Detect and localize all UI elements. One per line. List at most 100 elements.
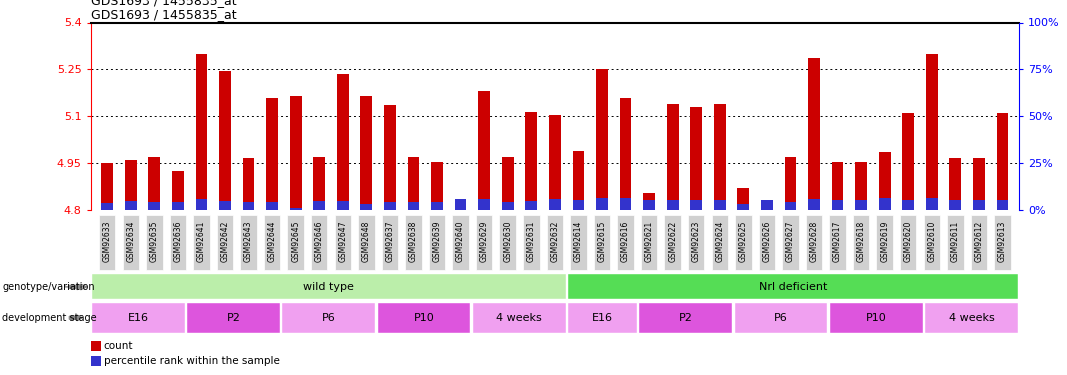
Text: GSM92623: GSM92623 bbox=[691, 221, 701, 262]
Text: Nrl deficient: Nrl deficient bbox=[759, 282, 827, 292]
Text: GSM92611: GSM92611 bbox=[951, 221, 960, 262]
Bar bbox=[125, 160, 137, 210]
Text: P2: P2 bbox=[679, 313, 692, 323]
Bar bbox=[290, 207, 302, 210]
Bar bbox=[714, 200, 726, 210]
FancyBboxPatch shape bbox=[853, 215, 870, 270]
Bar bbox=[973, 200, 985, 210]
Bar bbox=[573, 200, 585, 210]
Bar bbox=[267, 98, 278, 210]
Text: GSM92643: GSM92643 bbox=[244, 221, 253, 262]
FancyBboxPatch shape bbox=[568, 274, 1018, 300]
Bar bbox=[926, 54, 938, 210]
Bar bbox=[903, 200, 914, 210]
Bar bbox=[737, 204, 749, 210]
FancyBboxPatch shape bbox=[359, 215, 375, 270]
Bar bbox=[950, 159, 961, 210]
FancyBboxPatch shape bbox=[405, 215, 421, 270]
Bar bbox=[525, 201, 537, 210]
Bar bbox=[290, 96, 302, 210]
Text: P2: P2 bbox=[226, 313, 240, 323]
Text: GSM92648: GSM92648 bbox=[362, 221, 371, 262]
Bar bbox=[737, 188, 749, 210]
FancyBboxPatch shape bbox=[688, 215, 704, 270]
Text: P6: P6 bbox=[774, 313, 787, 323]
Bar bbox=[478, 91, 490, 210]
Text: GSM92647: GSM92647 bbox=[338, 221, 347, 262]
Text: GSM92612: GSM92612 bbox=[974, 221, 984, 262]
Text: GSM92618: GSM92618 bbox=[857, 221, 865, 262]
Text: GSM92621: GSM92621 bbox=[644, 221, 654, 262]
Text: GSM92636: GSM92636 bbox=[173, 221, 182, 262]
Bar bbox=[384, 105, 396, 210]
FancyBboxPatch shape bbox=[523, 215, 540, 270]
FancyBboxPatch shape bbox=[806, 215, 823, 270]
Bar bbox=[314, 157, 325, 210]
FancyBboxPatch shape bbox=[641, 215, 657, 270]
Bar bbox=[808, 199, 819, 210]
Text: GSM92625: GSM92625 bbox=[738, 221, 748, 262]
Bar bbox=[314, 201, 325, 210]
Bar bbox=[831, 162, 843, 210]
Bar bbox=[667, 104, 679, 210]
Bar bbox=[478, 199, 490, 210]
Bar bbox=[195, 54, 207, 210]
FancyBboxPatch shape bbox=[759, 215, 775, 270]
FancyBboxPatch shape bbox=[283, 303, 376, 333]
Bar bbox=[408, 157, 419, 210]
Bar bbox=[242, 202, 254, 210]
Bar bbox=[879, 152, 891, 210]
Text: GSM92628: GSM92628 bbox=[810, 221, 818, 262]
Bar bbox=[431, 162, 443, 210]
FancyBboxPatch shape bbox=[123, 215, 139, 270]
Bar bbox=[856, 162, 867, 210]
Text: GSM92638: GSM92638 bbox=[409, 221, 418, 262]
FancyBboxPatch shape bbox=[639, 303, 732, 333]
FancyBboxPatch shape bbox=[665, 215, 681, 270]
Bar bbox=[195, 199, 207, 210]
FancyBboxPatch shape bbox=[92, 303, 185, 333]
Bar bbox=[667, 200, 679, 210]
FancyBboxPatch shape bbox=[546, 215, 563, 270]
Bar bbox=[501, 157, 513, 210]
FancyBboxPatch shape bbox=[570, 215, 587, 270]
FancyBboxPatch shape bbox=[499, 215, 516, 270]
Bar bbox=[408, 202, 419, 210]
Text: 4 weeks: 4 weeks bbox=[949, 313, 994, 323]
Text: GSM92613: GSM92613 bbox=[998, 221, 1007, 262]
Bar bbox=[548, 199, 561, 210]
FancyBboxPatch shape bbox=[618, 215, 634, 270]
Bar bbox=[784, 157, 796, 210]
Text: GSM92610: GSM92610 bbox=[927, 221, 937, 262]
Bar bbox=[903, 113, 914, 210]
Bar bbox=[525, 112, 537, 210]
Bar bbox=[548, 115, 561, 210]
Bar bbox=[620, 198, 632, 210]
Bar bbox=[101, 163, 113, 210]
FancyBboxPatch shape bbox=[99, 215, 115, 270]
FancyBboxPatch shape bbox=[452, 215, 468, 270]
FancyBboxPatch shape bbox=[924, 215, 940, 270]
Bar bbox=[455, 199, 466, 210]
Bar bbox=[337, 74, 349, 210]
FancyBboxPatch shape bbox=[899, 215, 917, 270]
Bar bbox=[172, 201, 184, 210]
Bar bbox=[950, 200, 961, 210]
FancyBboxPatch shape bbox=[994, 215, 1010, 270]
Text: GSM92632: GSM92632 bbox=[551, 221, 559, 262]
Bar bbox=[101, 203, 113, 210]
Text: development stage: development stage bbox=[2, 313, 97, 323]
Bar bbox=[431, 201, 443, 210]
Text: GSM92645: GSM92645 bbox=[291, 221, 300, 262]
FancyBboxPatch shape bbox=[382, 215, 398, 270]
FancyBboxPatch shape bbox=[712, 215, 728, 270]
Bar bbox=[926, 198, 938, 210]
Text: GSM92642: GSM92642 bbox=[221, 221, 229, 262]
Text: GDS1693 / 1455835_at: GDS1693 / 1455835_at bbox=[91, 0, 236, 8]
Bar bbox=[643, 200, 655, 210]
Bar bbox=[361, 204, 372, 210]
FancyBboxPatch shape bbox=[187, 303, 280, 333]
Text: count: count bbox=[103, 341, 133, 351]
Bar bbox=[997, 200, 1008, 210]
Text: E16: E16 bbox=[592, 313, 612, 323]
